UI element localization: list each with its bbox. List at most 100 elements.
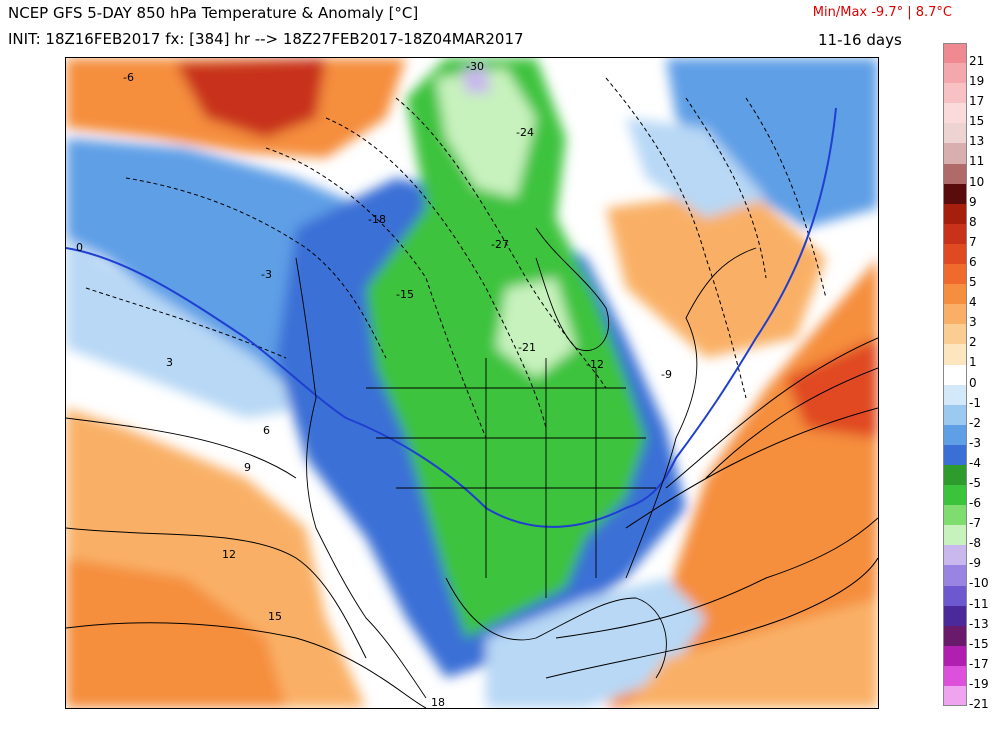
colorbar-row: -4 [941, 444, 999, 470]
colorbar-swatch [943, 585, 967, 606]
contour-line [665, 337, 878, 489]
colorbar-label: -15 [969, 636, 989, 651]
contour-line [125, 177, 387, 359]
colorbar-label: 3 [969, 315, 977, 330]
temperature-anomaly-map: -30 -27 -24 -21 -18 -15 -12 -9 -6 -3 0 3… [66, 58, 878, 708]
colorbar-row: 19 [941, 63, 999, 88]
contour-label: -15 [396, 288, 414, 301]
colorbar-swatch [943, 243, 967, 265]
colorbar-row: -3 [941, 424, 999, 450]
colorbar-label: 15 [969, 114, 985, 129]
contour-line [395, 97, 607, 389]
colorbar-label: 8 [969, 214, 977, 229]
colorbar-label: -6 [969, 496, 981, 511]
mild-cold-labrador [626, 118, 766, 218]
extreme-cold-anomaly-manitoba [496, 278, 576, 378]
contour-line [625, 407, 878, 529]
colorbar-row: 15 [941, 103, 999, 128]
colorbar-label: 21 [969, 54, 985, 68]
map-title: NCEP GFS 5-DAY 850 hPa Temperature & Ano… [8, 4, 419, 22]
contour-labels: -30 -27 -24 -21 -18 -15 -12 -9 -6 -3 0 3… [76, 60, 672, 708]
colorbar-swatch [943, 525, 967, 546]
colorbar-swatch [943, 424, 967, 445]
contour-line [265, 147, 487, 439]
contour-line [325, 117, 547, 429]
colorbar-row: 2 [941, 324, 999, 349]
contour-label: -27 [491, 238, 509, 251]
colorbar-label: -1 [969, 395, 981, 410]
colorbar-swatch [943, 344, 967, 365]
colorbar-label: -8 [969, 536, 981, 551]
colorbar-label: -21 [969, 697, 989, 711]
zero-degree-isotherm [66, 107, 837, 528]
colorbar-label: 4 [969, 295, 977, 310]
colorbar-swatch [943, 364, 967, 385]
very-cold-anomaly-texas [446, 478, 586, 638]
colorbar-label: -7 [969, 516, 981, 531]
contour-line [545, 557, 878, 679]
colorbar-swatch [943, 324, 967, 345]
contour-label: 9 [244, 461, 251, 474]
colorbar-row: 21 [941, 43, 999, 68]
colorbar-swatch [943, 464, 967, 486]
colorbar-swatch [943, 545, 967, 566]
colorbar-row: 0 [941, 364, 999, 390]
colorbar-label: -9 [969, 556, 981, 571]
colorbar-label: -11 [969, 596, 989, 611]
contour-label: -18 [368, 213, 386, 226]
min-max-readout: Min/Max -9.7° | 8.7°C [812, 5, 952, 20]
colorbar-swatch [943, 123, 967, 144]
colorbar-label: 11 [969, 154, 985, 169]
colorbar-row: 10 [941, 163, 999, 189]
colorbar-swatch [943, 384, 967, 405]
colorbar-row: -6 [941, 485, 999, 510]
colorbar-row: 4 [941, 284, 999, 309]
colorbar-row: -21 [941, 686, 999, 711]
init-forecast-line: INIT: 18Z16FEB2017 fx: [384] hr --> 18Z2… [8, 30, 524, 48]
colorbar-swatch [943, 686, 967, 707]
colorbar-label: -19 [969, 676, 989, 691]
map-panel: -30 -27 -24 -21 -18 -15 -12 -9 -6 -3 0 3… [65, 57, 879, 709]
coastline-hudson [535, 227, 610, 352]
colorbar-swatch [943, 505, 967, 526]
colorbar-swatch [943, 83, 967, 104]
contour-label: 15 [268, 610, 282, 623]
coastline-gulf [445, 577, 667, 679]
colorbar-row: -13 [941, 605, 999, 631]
colorbar-row: 11 [941, 143, 999, 168]
coastlines [295, 227, 757, 699]
colorbar-swatch [943, 183, 967, 204]
contour-line [66, 527, 367, 659]
colorbar-label: 6 [969, 254, 977, 269]
colorbar-row: -8 [941, 525, 999, 550]
colorbar-label: 13 [969, 134, 985, 149]
colorbar-swatch [943, 284, 967, 305]
colorbar-swatch [943, 163, 967, 184]
colorbar-label: -10 [969, 576, 989, 591]
colorbar-row: 7 [941, 223, 999, 249]
colorbar-label: -3 [969, 435, 981, 450]
contour-label: 12 [222, 548, 236, 561]
coastline-east [625, 247, 757, 579]
contour-label: 0 [76, 241, 83, 254]
state-borders [366, 358, 656, 598]
contour-label: -9 [661, 368, 672, 381]
colorbar-row: -15 [941, 625, 999, 651]
colorbar-label: 1 [969, 355, 977, 370]
mild-cold-offshore [66, 238, 306, 418]
colorbar-swatch [943, 565, 967, 586]
colorbar-row: 9 [941, 183, 999, 209]
colorbar-swatch [943, 103, 967, 124]
cold-contours [85, 77, 827, 439]
contour-label: 18 [431, 696, 445, 708]
contour-line [555, 517, 878, 639]
colorbar-label: -4 [969, 455, 981, 470]
colorbar-row: -9 [941, 545, 999, 570]
contour-label: -24 [516, 126, 534, 139]
colorbar-swatch [943, 43, 967, 64]
contour-line [705, 367, 878, 479]
colorbar-row: -10 [941, 565, 999, 590]
colorbar-label: 19 [969, 74, 985, 89]
colorbar-row: -19 [941, 665, 999, 691]
colorbar-swatch [943, 264, 967, 285]
